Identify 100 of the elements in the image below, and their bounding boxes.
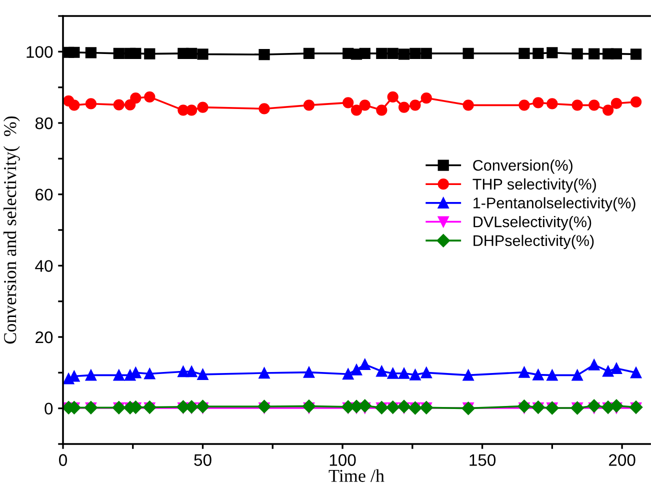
point [398, 368, 410, 379]
point [610, 48, 622, 60]
point [186, 366, 198, 378]
x-tick-label: 100 [330, 454, 356, 466]
point [546, 98, 558, 110]
point [258, 48, 270, 60]
point [630, 96, 642, 108]
point [303, 48, 315, 60]
point [518, 48, 530, 60]
point [376, 104, 388, 116]
y-tick-label: 20 [36, 331, 53, 344]
point [258, 367, 270, 379]
point [532, 369, 544, 380]
point [572, 100, 583, 111]
point [387, 91, 398, 103]
point [588, 100, 600, 111]
point [358, 399, 372, 412]
point [518, 400, 531, 413]
y-axis-title: Conversion and selectivity( %) [3, 116, 20, 344]
point [85, 47, 97, 58]
point [197, 102, 208, 113]
point [518, 100, 530, 111]
y-tick-label: 100 [26, 46, 53, 58]
point [387, 48, 398, 60]
y-tick-label: 40 [35, 260, 53, 272]
point [302, 400, 316, 413]
point [610, 362, 622, 374]
point [410, 48, 421, 60]
point [144, 91, 156, 103]
point [462, 370, 474, 381]
legend-label: DHPselectivity(%) [474, 234, 594, 250]
point [410, 100, 421, 111]
point [376, 366, 388, 377]
legend-label: THP selectivity(%) [472, 178, 596, 193]
point [186, 104, 198, 116]
y-tick-label: 0 [44, 402, 53, 415]
point [462, 48, 474, 60]
point [546, 370, 558, 381]
point [397, 400, 411, 414]
point [303, 366, 315, 378]
legend-label: DVLselectivity(%) [474, 216, 592, 230]
point [196, 400, 210, 414]
point [68, 46, 80, 58]
point [588, 399, 601, 412]
point [350, 104, 362, 116]
point [359, 48, 370, 60]
point [398, 48, 410, 60]
point [630, 367, 642, 378]
point [342, 368, 354, 380]
point [113, 370, 124, 381]
point [532, 97, 544, 108]
point [546, 47, 558, 58]
point [186, 48, 198, 60]
point [410, 369, 421, 380]
point [602, 104, 614, 116]
point [342, 97, 354, 108]
point [258, 400, 271, 414]
point [588, 359, 600, 370]
point [68, 100, 80, 111]
x-tick-label: 50 [194, 454, 212, 466]
x-axis-title: Time /h [328, 469, 384, 482]
point [630, 48, 642, 60]
point [610, 399, 624, 412]
point [359, 358, 370, 370]
point [197, 48, 208, 60]
point [376, 48, 388, 60]
y-tick-label: 80 [35, 117, 53, 130]
point [420, 367, 432, 378]
point [532, 48, 544, 60]
point [350, 364, 362, 376]
x-tick-label: 0 [59, 454, 67, 466]
point [303, 100, 315, 111]
point [144, 48, 156, 60]
point [130, 92, 142, 104]
point [572, 370, 583, 381]
point [398, 102, 410, 113]
point [258, 103, 270, 114]
point [588, 48, 600, 60]
point [85, 370, 97, 381]
y-tick-label: 60 [36, 188, 53, 201]
point [130, 48, 142, 60]
point [197, 368, 208, 380]
point [572, 48, 583, 60]
point [462, 100, 474, 111]
point [602, 366, 614, 377]
legend-label: 1-Pentanolselectivity(%) [474, 197, 636, 212]
point [144, 368, 156, 380]
legend-label: Conversion(%) [473, 160, 572, 174]
point [420, 92, 432, 104]
point [610, 98, 622, 109]
x-tick-label: 200 [608, 454, 636, 466]
point [387, 368, 398, 379]
point [113, 48, 124, 60]
x-tick-label: 150 [470, 454, 496, 466]
point [178, 366, 189, 378]
point [113, 99, 124, 110]
point [85, 98, 97, 110]
point [359, 100, 370, 111]
point [518, 366, 530, 378]
point [420, 48, 432, 60]
